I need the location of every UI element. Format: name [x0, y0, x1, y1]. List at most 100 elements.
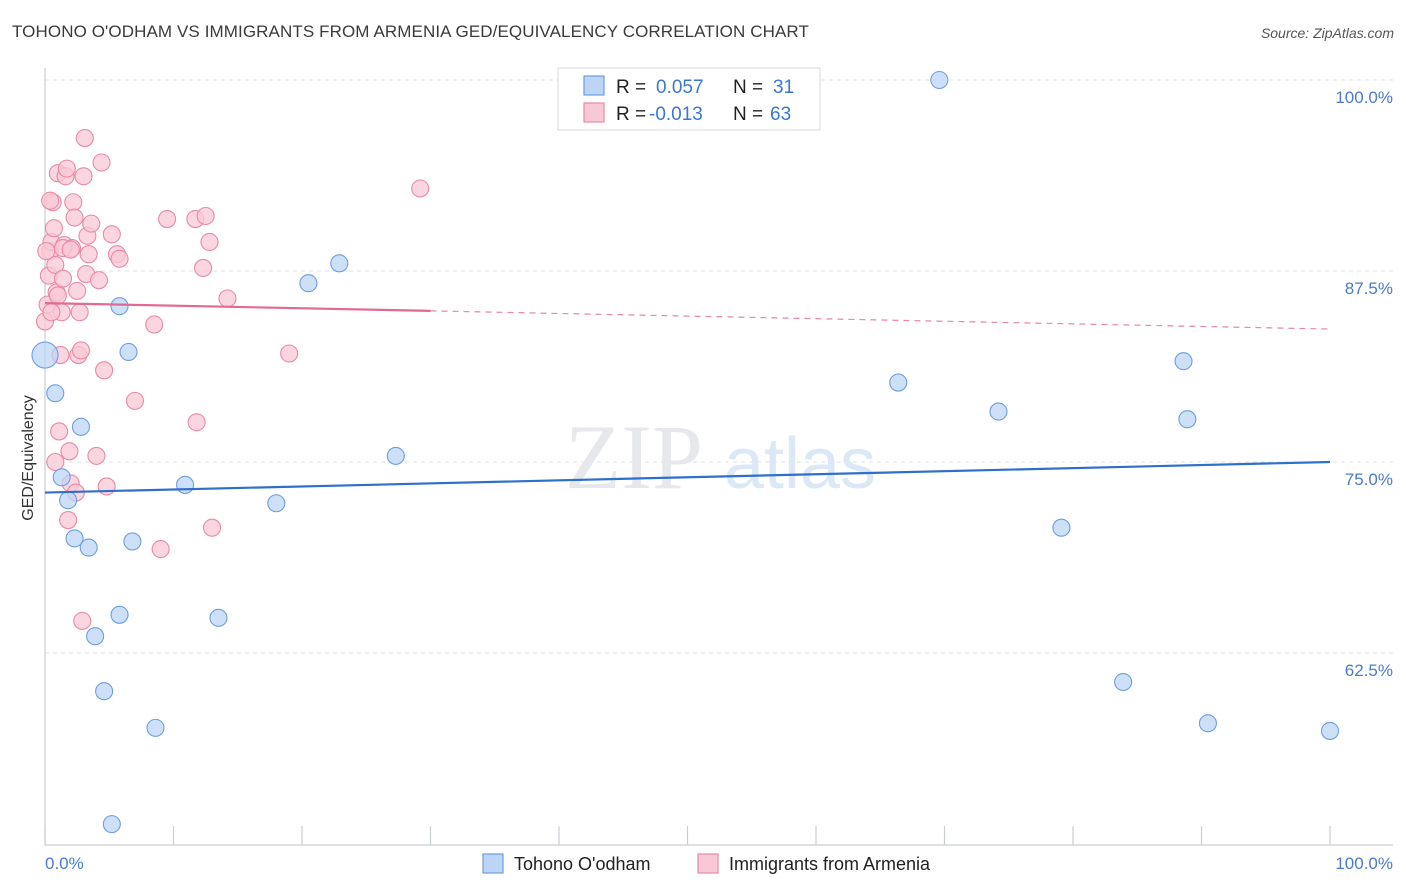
- point-pink-44: [125, 391, 144, 410]
- point-blue-19: [330, 254, 349, 273]
- x-tick-label-0: 0.0%: [45, 854, 84, 873]
- point-pink-58: [41, 191, 60, 210]
- point-blue-6: [79, 538, 98, 557]
- point-pink-28: [71, 341, 91, 360]
- y-axis-label: GED/Equivalency: [20, 395, 37, 520]
- stats-n-label-1: N =: [733, 77, 763, 98]
- point-pink-17: [57, 159, 76, 178]
- point-blue-20: [386, 446, 405, 465]
- point-pink-10: [46, 452, 65, 472]
- point-blue-29: [1198, 714, 1217, 733]
- point-blue-3: [59, 491, 78, 510]
- legend-swatch-immigrants-from-armenia: [697, 853, 719, 874]
- point-pink-46: [151, 540, 170, 559]
- point-pink-47: [158, 209, 177, 229]
- point-blue-27: [1174, 352, 1193, 371]
- point-blue-15: [176, 475, 195, 494]
- point-pink-40: [97, 477, 116, 496]
- point-pink-56: [411, 179, 430, 198]
- series-tohono-oodham: [31, 69, 1340, 834]
- watermark-atlas: atlas: [724, 424, 876, 504]
- stats-r-label-2: R =: [616, 104, 646, 125]
- point-pink-55: [280, 344, 299, 363]
- watermark: ZIP atlas: [565, 406, 876, 508]
- point-pink-34: [79, 245, 98, 264]
- y-tick-label-3: 100.0%: [1335, 88, 1393, 107]
- point-pink-45: [145, 315, 164, 334]
- point-blue-11: [110, 605, 129, 624]
- y-tick-label-0: 62.5%: [1345, 661, 1393, 680]
- point-blue-1: [46, 384, 65, 403]
- point-pink-41: [102, 225, 121, 244]
- point-blue-7: [86, 627, 105, 646]
- stats-r-value-2: -0.013: [649, 104, 703, 125]
- point-pink-30: [74, 167, 93, 186]
- point-pink-50: [194, 258, 213, 277]
- point-pink-39: [95, 361, 114, 380]
- stats-r-value-1: 0.057: [656, 77, 704, 98]
- point-pink-25: [68, 281, 87, 300]
- trend-line-pink: [44, 301, 431, 312]
- source-label: Source: ZipAtlas.com: [1260, 25, 1394, 41]
- watermark-zip: ZIP: [565, 406, 703, 508]
- stats-swatch-pink: [583, 102, 605, 123]
- point-pink-60: [48, 286, 67, 305]
- stats-n-value-1: 31: [773, 77, 794, 98]
- point-pink-18: [59, 511, 78, 530]
- point-blue-5: [71, 417, 91, 436]
- y-tick-label-2: 87.5%: [1345, 279, 1393, 298]
- point-blue-12: [119, 342, 138, 362]
- point-pink-35: [82, 214, 101, 233]
- point-pink-37: [89, 271, 109, 290]
- point-blue-14: [146, 718, 165, 737]
- tick-labels: 62.5% 75.0% 87.5% 100.0% 0.0% 100.0%: [45, 88, 1393, 873]
- stats-swatch-blue: [583, 75, 605, 96]
- point-pink-31: [75, 129, 94, 148]
- point-blue-24: [989, 402, 1008, 421]
- point-blue-26: [1114, 672, 1133, 692]
- legend-label-tohono-oodham: Tohono O'odham: [514, 854, 651, 874]
- legend-label-immigrants-from-armenia: Immigrants from Armenia: [729, 854, 931, 874]
- point-blue-23: [930, 70, 949, 90]
- point-pink-27: [70, 303, 89, 322]
- point-pink-57: [37, 242, 56, 261]
- point-blue-13: [123, 532, 142, 551]
- series-immigrants-from-armenia: [35, 129, 430, 630]
- point-blue-30: [1320, 721, 1340, 740]
- stats-n-label-2: N =: [733, 104, 763, 125]
- point-pink-53: [203, 518, 222, 537]
- point-pink-38: [92, 153, 111, 172]
- point-pink-59: [42, 303, 61, 322]
- trend-line-blue: [44, 460, 1331, 494]
- point-pink-62: [61, 240, 80, 259]
- point-pink-29: [73, 611, 92, 630]
- point-pink-23: [65, 208, 84, 227]
- point-pink-49: [187, 413, 206, 432]
- point-pink-14: [53, 269, 73, 288]
- stats-r-label-1: R =: [616, 77, 646, 98]
- point-pink-7: [46, 255, 65, 274]
- point-blue-10: [110, 297, 129, 316]
- point-blue-9: [102, 815, 121, 834]
- point-pink-22: [64, 193, 83, 212]
- point-blue-8: [95, 682, 114, 701]
- point-blue-22: [889, 373, 908, 392]
- point-blue-0: [31, 341, 59, 369]
- trend-line-pink-extension: [430, 310, 1331, 330]
- point-pink-6: [44, 219, 64, 238]
- point-pink-19: [60, 442, 79, 461]
- trend-lines: [44, 301, 1331, 494]
- point-blue-17: [267, 494, 286, 513]
- axes: [44, 68, 1393, 846]
- stats-n-value-2: 63: [770, 104, 791, 125]
- point-blue-16: [209, 608, 228, 627]
- point-blue-18: [299, 274, 318, 293]
- point-pink-11: [50, 422, 69, 441]
- point-pink-51: [196, 206, 215, 226]
- point-blue-4: [65, 529, 84, 548]
- point-pink-54: [218, 289, 237, 308]
- point-blue-28: [1178, 410, 1197, 429]
- stats-legend: R = 0.057 N = 31 R = -0.013 N = 63: [557, 67, 821, 131]
- point-pink-36: [87, 446, 106, 465]
